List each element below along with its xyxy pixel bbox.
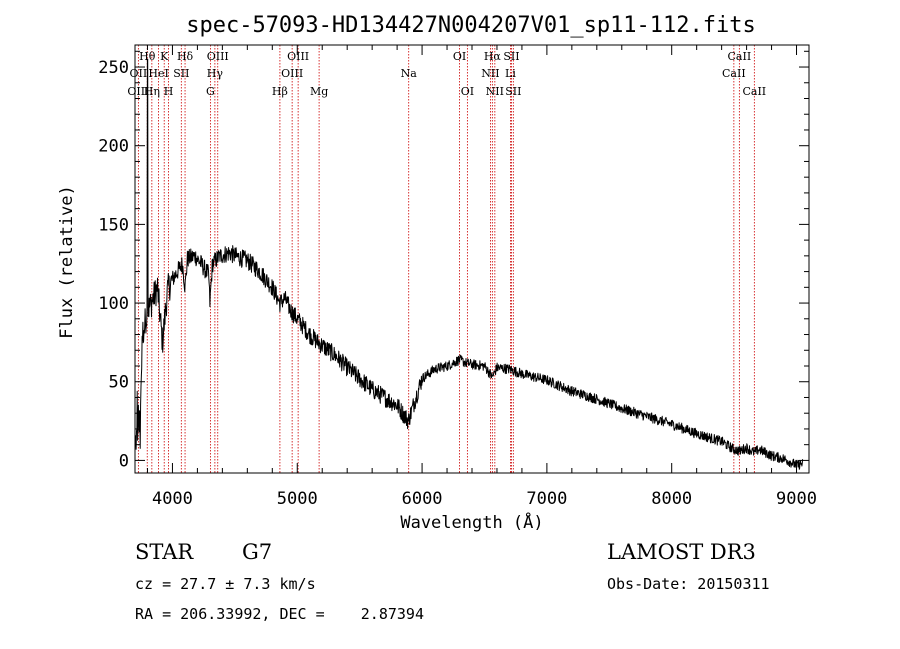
spectral-line-label: Hθ — [139, 50, 156, 63]
y-axis-ticks: 0 50 100 150 200 250 — [98, 50, 809, 471]
y-tick-label: 50 — [109, 373, 129, 393]
spectral-line-label: OIII — [207, 50, 229, 63]
spectral-line-label: CaII — [728, 50, 752, 63]
spectral-line-label: Na — [401, 67, 418, 80]
spectral-line-label: Hβ — [272, 85, 288, 98]
spectral-line-label: OI — [453, 50, 466, 63]
x-tick-label: 8000 — [651, 489, 692, 509]
x-tick-label: 4000 — [152, 489, 193, 509]
spectral-line-label: Hη — [144, 85, 160, 98]
spectrum-series-line — [134, 58, 804, 470]
spectral-line-label: OIII — [281, 67, 303, 80]
y-tick-label: 150 — [98, 215, 129, 235]
spectral-line-label: SII — [173, 67, 189, 80]
y-tick-label: 250 — [98, 58, 129, 78]
spectral-line-labels: Hθ OII OIII K Hη HeI SII H Hδ OIII Hγ G OIII OIII Hβ Mg… — [127, 50, 766, 98]
obs-date-text: Obs-Date: 20150311 — [607, 575, 770, 593]
y-tick-label: 200 — [98, 137, 129, 157]
spectral-line-label: K — [160, 50, 169, 63]
y-tick-label: 0 — [119, 451, 129, 471]
y-axis-label: Flux (relative) — [57, 185, 77, 339]
spectral-line-label: OIII — [127, 85, 149, 98]
spectral-line-label: HeI — [148, 67, 168, 80]
object-class: STAR — [135, 540, 194, 564]
spectral-line-label: CaII — [722, 67, 746, 80]
x-tick-label: 9000 — [776, 489, 817, 509]
spectral-line-label: Hδ — [177, 50, 194, 63]
spectral-line-label: OIII — [287, 50, 309, 63]
spectral-line-label: SII — [505, 85, 521, 98]
spectral-line-label: CaII — [742, 85, 766, 98]
spectral-line-label: OII — [130, 67, 148, 80]
x-axis-ticks: 4000 5000 6000 7000 8000 9000 — [146, 45, 817, 509]
x-tick-label: 6000 — [402, 489, 443, 509]
object-subclass: G7 — [242, 540, 272, 564]
spectral-line-label: OI — [461, 85, 474, 98]
spectral-line-label: Hγ — [207, 67, 224, 80]
spectral-line-label: Hα — [484, 50, 502, 63]
redshift-text: cz = 27.7 ± 7.3 km/s — [135, 575, 316, 593]
spectral-line-label: NII — [486, 85, 504, 98]
plot-frame — [134, 44, 810, 474]
x-tick-label: 7000 — [526, 489, 567, 509]
spectral-line-label: SII — [503, 50, 519, 63]
chart-title: spec-57093-HD134427N004207V01_sp11-112.f… — [186, 13, 756, 38]
spectral-line-label: H — [164, 85, 174, 98]
spectral-line-label: Mg — [310, 85, 328, 98]
x-axis-label: Wavelength (Å) — [400, 511, 543, 533]
spectral-line-label: G — [206, 85, 215, 98]
spectral-line-label: NII — [481, 67, 499, 80]
x-tick-label: 5000 — [277, 489, 318, 509]
spectral-line-label: Li — [505, 67, 516, 80]
y-tick-label: 100 — [98, 294, 129, 314]
coordinates-text: RA = 206.33992, DEC = 2.87394 — [135, 605, 424, 623]
survey-name: LAMOST DR3 — [607, 540, 756, 564]
